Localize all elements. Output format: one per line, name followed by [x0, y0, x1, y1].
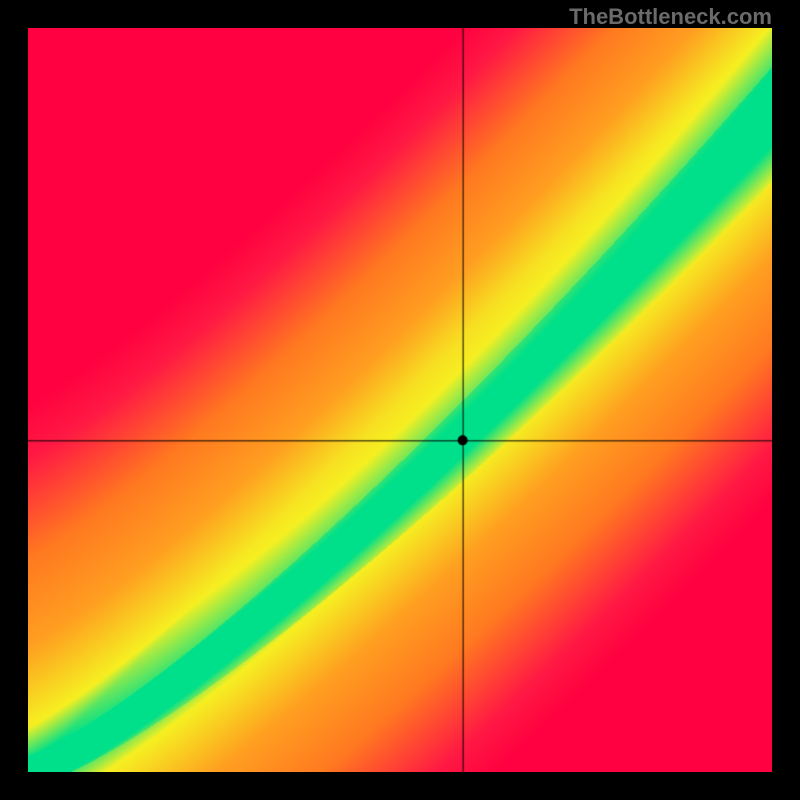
chart-container: TheBottleneck.com	[0, 0, 800, 800]
heatmap-canvas	[28, 28, 772, 772]
watermark-text: TheBottleneck.com	[569, 4, 772, 30]
